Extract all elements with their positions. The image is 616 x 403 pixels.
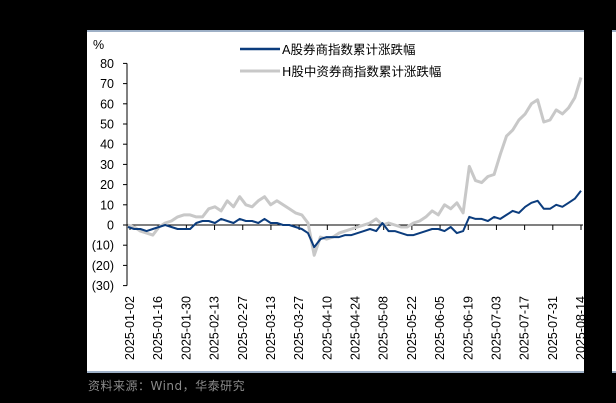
x-tick-label: 2025-06-19 <box>461 296 475 360</box>
y-tick-label: 70 <box>100 77 114 91</box>
legend-label-h: H股中资券商指数累计涨跌幅 <box>282 64 441 79</box>
y-unit-label: % <box>93 38 104 52</box>
x-tick-label: 2025-03-13 <box>264 296 278 360</box>
x-tick-label: 2025-03-27 <box>292 296 306 360</box>
x-tick-label: 2025-05-22 <box>405 296 419 360</box>
series-line-a-share <box>127 190 582 249</box>
x-tick-label: 2025-07-31 <box>546 296 560 360</box>
x-tick-label: 2025-07-17 <box>518 296 532 360</box>
y-tick-label: 80 <box>100 57 114 71</box>
x-tick-label: 2025-06-05 <box>433 296 447 360</box>
adjacent-panel-edge <box>612 30 616 371</box>
x-axis: 2025-01-02 2025-01-16 2025-01-30 2025-02-13… <box>123 224 588 360</box>
y-tick-label: 60 <box>100 97 114 111</box>
y-tick-label: (20) <box>92 259 114 273</box>
source-note: 资料来源：Wind，华泰研究 <box>88 379 246 393</box>
chart-lines <box>127 77 583 257</box>
x-tick-label: 2025-01-30 <box>179 296 193 360</box>
y-tick-label: 40 <box>100 138 114 152</box>
x-tick-label: 2025-02-13 <box>208 296 222 360</box>
y-axis: 80 70 60 50 40 30 20 10 0 (10) (20) (30) <box>92 57 128 293</box>
x-tick-label: 2025-07-03 <box>489 296 503 360</box>
panel-bottom-border <box>87 371 584 373</box>
y-tick-label: 20 <box>100 178 114 192</box>
chart-panel <box>87 30 584 371</box>
x-tick-label: 2025-04-24 <box>349 296 363 360</box>
y-tick-label: (10) <box>92 239 114 253</box>
y-tick-label: 10 <box>100 198 114 212</box>
x-tick-label: 2025-01-02 <box>123 296 137 360</box>
y-tick-label: 0 <box>107 219 114 233</box>
x-tick-label: 2025-04-10 <box>320 296 334 360</box>
legend-label-a: A股券商指数累计涨跌幅 <box>282 42 416 57</box>
series-line-h-share <box>127 77 583 257</box>
x-tick-label: 2025-02-27 <box>236 296 250 360</box>
x-tick-label: 2025-08-14 <box>574 296 588 360</box>
y-tick-label: 50 <box>100 118 114 132</box>
x-tick-label: 2025-01-16 <box>151 296 165 360</box>
y-tick-label: (30) <box>92 279 114 293</box>
legend: A股券商指数累计涨跌幅 H股中资券商指数累计涨跌幅 <box>240 42 441 79</box>
x-tick-label: 2025-05-08 <box>377 296 391 360</box>
y-tick-label: 30 <box>100 158 114 172</box>
adjacent-panel-bottom-border <box>612 371 616 373</box>
